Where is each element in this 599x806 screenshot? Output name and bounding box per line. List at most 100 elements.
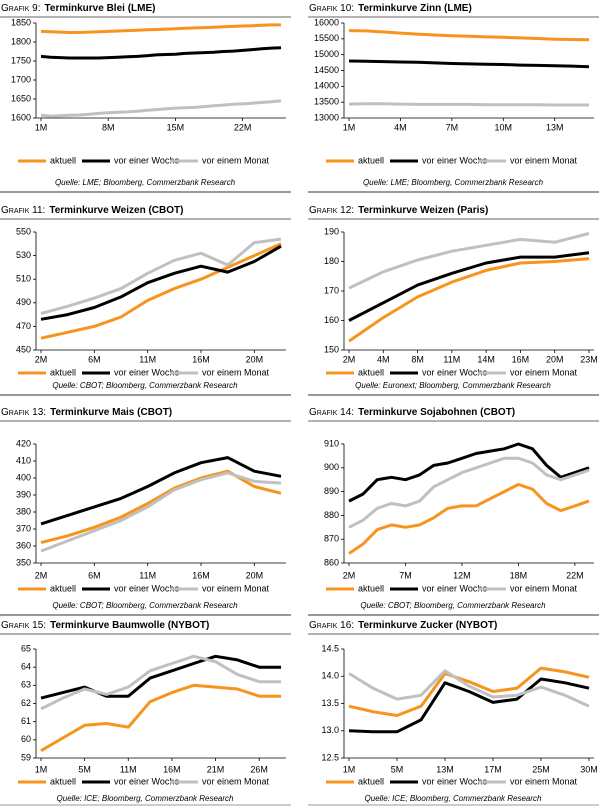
x-tick-label: 2M — [35, 354, 48, 364]
legend-label: vor einem Monat — [510, 367, 578, 377]
x-tick-label: 7M — [446, 122, 459, 132]
y-tick-label: 400 — [16, 472, 31, 482]
x-tick-label: 17M — [484, 764, 502, 774]
y-tick-label: 890 — [324, 486, 339, 496]
series-line — [348, 666, 590, 717]
y-tick-label: 180 — [324, 256, 339, 266]
chart-title-text: Terminkurve Zinn (LME) — [358, 3, 472, 14]
legend-label: vor einem Monat — [202, 583, 270, 593]
series-line — [348, 232, 590, 290]
x-tick-label: 6M — [88, 354, 101, 364]
series-line — [40, 471, 282, 553]
y-tick-label: 1750 — [11, 55, 31, 65]
y-tick-label: 860 — [324, 557, 339, 567]
x-tick-label: 8M — [411, 354, 424, 364]
chart-title: Grafik 14: Terminkurve Sojabohnen (CBOT) — [309, 407, 515, 418]
x-tick-label: 7M — [399, 570, 412, 580]
y-tick-label: 190 — [324, 226, 339, 236]
series-line — [40, 46, 282, 60]
x-tick-label: 23M — [580, 354, 598, 364]
y-tick-label: 1650 — [11, 93, 31, 103]
chart-label: Grafik 16: — [309, 620, 354, 631]
source-note: Quelle: ICE; Bloomberg, Commerzbank Rese… — [57, 794, 235, 803]
chart-title-text: Terminkurve Blei (LME) — [45, 3, 156, 14]
chart-label: Grafik 15: — [1, 620, 46, 631]
x-tick-label: 6M — [88, 570, 101, 580]
x-tick-label: 25M — [532, 764, 550, 774]
y-tick-label: 160 — [324, 315, 339, 325]
chart-title: Grafik 12: Terminkurve Weizen (Paris) — [309, 205, 488, 216]
y-tick-label: 16000 — [314, 17, 339, 27]
series-line — [40, 683, 281, 752]
x-tick-label: 16M — [192, 354, 210, 364]
x-tick-label: 4M — [394, 122, 407, 132]
source-note: Quelle: LME; Bloomberg, Commerzbank Rese… — [55, 178, 236, 187]
x-tick-label: 13M — [436, 764, 454, 774]
y-tick-label: 14500 — [314, 65, 339, 75]
source-note: Quelle: Euronext; Bloomberg, Commerzbank… — [355, 381, 551, 390]
y-tick-label: 62 — [21, 698, 31, 708]
series-line — [40, 237, 282, 315]
x-tick-label: 22M — [566, 570, 584, 580]
legend-label: vor einer Woche — [422, 155, 487, 165]
legend-label: aktuell — [358, 583, 384, 593]
x-tick-label: 11M — [443, 354, 460, 364]
y-tick-label: 360 — [16, 540, 31, 550]
legend-label: vor einem Monat — [202, 367, 270, 377]
series-line — [40, 244, 282, 321]
legend-label: vor einer Woche — [114, 776, 179, 786]
legend-label: vor einem Monat — [202, 776, 270, 786]
legend-label: vor einer Woche — [114, 583, 179, 593]
x-tick-label: 10M — [495, 122, 513, 132]
x-tick-label: 11M — [120, 764, 137, 774]
legend-label: aktuell — [50, 583, 76, 593]
series-line — [348, 669, 590, 708]
series-line — [348, 251, 590, 322]
series-line — [348, 59, 590, 69]
y-tick-label: 13.5 — [321, 698, 339, 708]
x-tick-label: 22M — [234, 122, 252, 132]
chart-title-text: Terminkurve Baumwolle (NYBOT) — [50, 620, 209, 631]
x-tick-label: 1M — [343, 122, 356, 132]
chart-label: Grafik 11: — [1, 205, 45, 216]
legend-label: aktuell — [358, 776, 384, 786]
legend-label: vor einer Woche — [422, 367, 487, 377]
chart-title-text: Terminkurve Zucker (NYBOT) — [358, 620, 497, 631]
source-note: Quelle: ICE; Bloomberg, Commerzbank Rese… — [365, 794, 543, 803]
y-tick-label: 60 — [21, 734, 31, 744]
source-note: Quelle: LME; Bloomberg, Commerzbank Rese… — [363, 178, 544, 187]
chart-title: Grafik 15: Terminkurve Baumwolle (NYBOT) — [1, 620, 209, 631]
legend-label: vor einem Monat — [510, 155, 578, 165]
y-tick-label: 530 — [16, 250, 31, 260]
x-tick-label: 2M — [343, 570, 356, 580]
series-line — [348, 483, 590, 555]
y-tick-label: 1800 — [11, 36, 31, 46]
y-tick-label: 470 — [16, 321, 31, 331]
legend-label: vor einem Monat — [510, 583, 578, 593]
x-tick-label: 18M — [510, 570, 528, 580]
chart-label: Grafik 10: — [309, 3, 354, 14]
series-line — [40, 654, 281, 711]
x-tick-label: 1M — [35, 122, 48, 132]
y-tick-label: 61 — [21, 716, 31, 726]
x-tick-label: 14M — [477, 354, 495, 364]
y-tick-label: 510 — [16, 274, 31, 284]
y-tick-label: 350 — [16, 557, 31, 567]
series-line — [348, 102, 589, 107]
y-tick-label: 450 — [16, 344, 31, 354]
series-line — [40, 23, 281, 34]
x-tick-label: 1M — [343, 764, 356, 774]
chart-title-text: Terminkurve Sojabohnen (CBOT) — [358, 407, 515, 418]
y-tick-label: 900 — [324, 462, 339, 472]
series-line — [40, 99, 282, 118]
x-tick-label: 26M — [250, 764, 268, 774]
x-tick-label: 16M — [512, 354, 530, 364]
source-note: Quelle: CBOT; Bloomberg, Commerzbank Res… — [52, 381, 238, 390]
y-tick-label: 1850 — [11, 17, 31, 27]
chart-label: Grafik 14: — [309, 407, 354, 418]
x-tick-label: 12M — [453, 570, 471, 580]
y-tick-label: 12.5 — [321, 752, 339, 762]
legend-label: aktuell — [50, 155, 76, 165]
y-tick-label: 390 — [16, 489, 31, 499]
